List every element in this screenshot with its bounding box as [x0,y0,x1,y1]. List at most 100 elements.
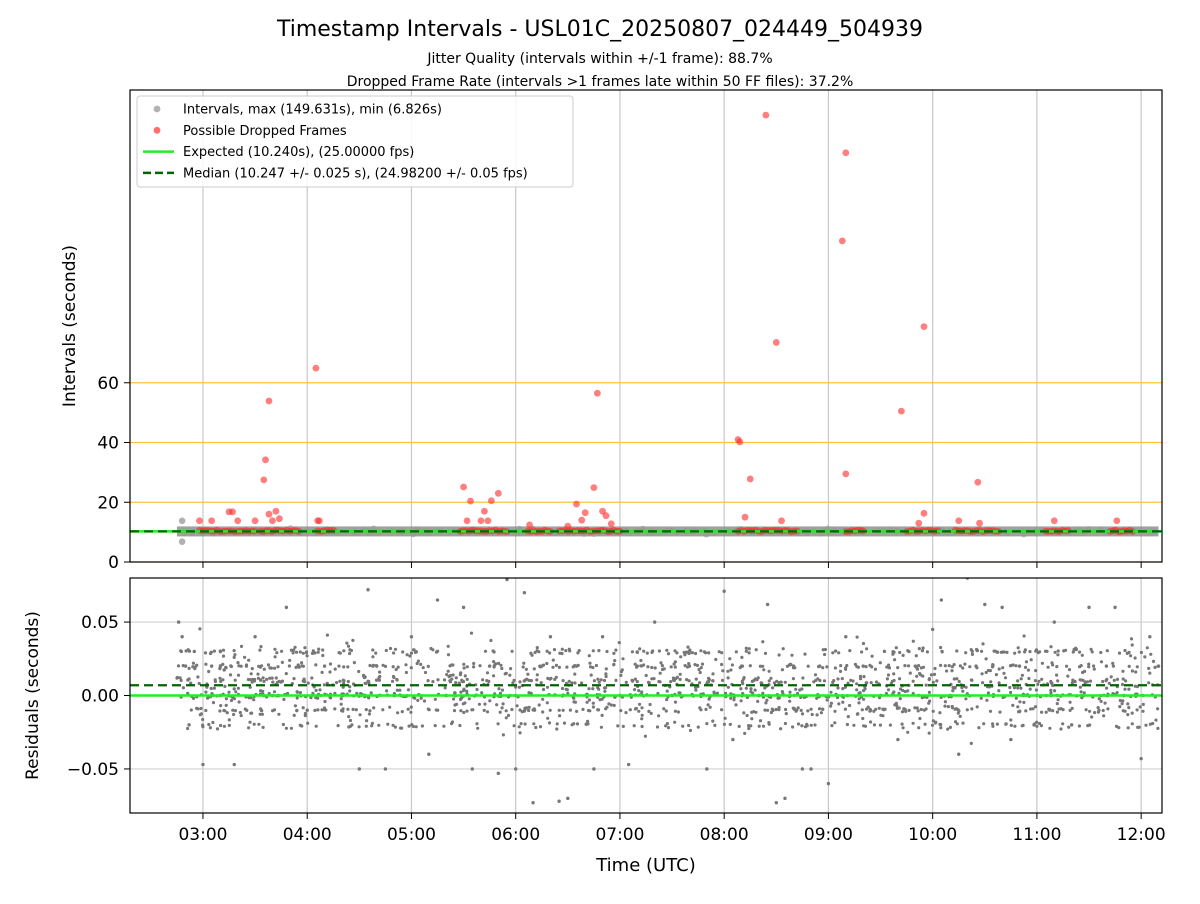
residual-point [573,672,577,676]
residual-point [998,710,1002,714]
residual-point [505,578,509,582]
residual-point [732,698,736,702]
residual-point [933,666,937,671]
residual-point [391,674,396,679]
residual-point [794,687,798,691]
residual-point [1005,650,1009,655]
residual-point [1123,687,1127,691]
residual-point [305,708,309,712]
residual-point [747,647,751,651]
bottom-x-tick-label: 10:00 [908,825,957,845]
residual-point [259,678,263,682]
residual-point [1069,723,1074,727]
residual-point [771,686,775,690]
residual-point [180,635,184,639]
residual-point [614,678,618,683]
residual-point [465,665,469,669]
residual-point [742,711,746,715]
residual-point [859,677,863,681]
residual-point [227,690,231,694]
residual-point [969,678,974,682]
residual-point [518,680,522,684]
residual-point [997,689,1001,693]
residual-point [509,667,513,671]
residual-point [1113,605,1117,610]
residual-point [256,672,260,676]
residual-point [207,669,211,674]
residual-point [288,658,292,663]
residual-point [640,717,644,721]
residual-point [1019,686,1023,690]
residual-point [566,796,570,801]
residual-point [906,730,910,734]
residual-point [924,683,928,687]
residual-point [866,705,870,709]
residual-point [838,669,843,674]
residual-point [384,648,388,653]
residual-point [426,664,430,669]
residual-point [497,687,501,691]
residual-point [521,665,525,669]
residual-point [1090,650,1094,654]
residual-point [303,680,307,684]
residual-point [364,708,368,712]
residual-point [969,648,973,652]
residual-point [673,665,677,669]
residual-point [896,737,900,742]
residual-point [892,678,896,683]
residual-point [406,707,410,711]
residual-point [801,676,805,680]
residual-point [624,711,628,715]
residual-point [803,725,808,729]
residual-point [1130,711,1134,715]
residual-point [888,723,893,727]
residual-point [346,679,350,684]
residual-point [224,697,228,701]
residual-point [558,651,562,655]
residual-point [364,724,368,728]
residual-point [1097,697,1101,701]
residual-point [982,722,986,726]
residual-point [1087,665,1091,669]
residual-point [207,722,211,727]
residual-point [767,721,771,725]
residual-point [570,681,574,685]
residual-point [1034,669,1038,673]
residual-point [391,665,395,669]
residual-point [482,708,486,713]
residual-point [475,687,479,692]
residual-point [547,721,552,725]
residual-point [920,649,925,653]
residual-point [296,664,301,668]
residual-point [350,723,354,727]
residual-point [983,602,987,607]
residual-point [598,698,602,702]
residual-point [535,678,539,682]
residual-point [1035,720,1039,724]
residual-point [221,648,226,652]
residual-point [1017,664,1022,668]
residual-point [395,688,399,692]
residual-point [650,665,654,670]
residual-point [823,652,827,657]
dropped-frame-point [976,519,983,527]
residual-point [187,723,191,727]
residual-point [222,724,226,728]
residual-point [774,801,779,805]
residual-point [864,665,868,669]
residual-point [234,690,238,694]
residual-point [915,674,919,678]
dropped-frame-point [920,323,928,330]
residual-point [825,698,829,702]
residual-point [928,699,932,703]
residual-point [939,723,943,727]
residual-point [348,648,352,652]
residual-point [357,725,361,729]
dropped-frame-point [920,509,928,517]
residual-point [963,662,967,666]
residual-point [561,708,565,712]
residual-point [346,707,350,711]
dropped-frame-point [1050,517,1058,525]
residual-point [841,687,845,691]
residual-point [588,665,593,669]
